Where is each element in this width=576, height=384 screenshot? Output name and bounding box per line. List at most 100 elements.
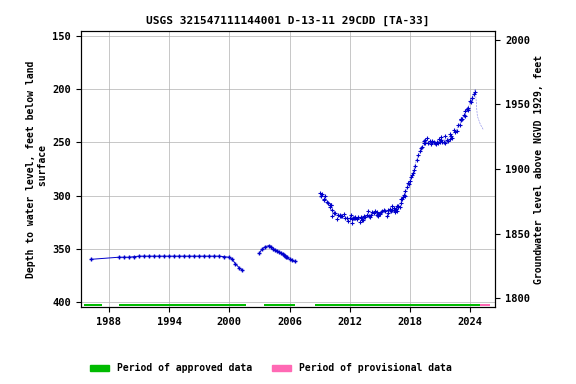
Point [423, 140, 433, 146]
Point [342, 215, 351, 221]
Point [389, 205, 399, 211]
Point [325, 202, 335, 208]
Point [431, 140, 440, 146]
Point [327, 207, 336, 213]
Point [402, 184, 411, 190]
Point [345, 215, 354, 221]
Point [432, 141, 441, 147]
Point [393, 204, 403, 210]
Point [384, 207, 393, 213]
Point [368, 209, 377, 215]
Point [404, 180, 413, 186]
Point [440, 140, 449, 146]
Point [460, 113, 469, 119]
Point [471, 89, 480, 95]
Point [408, 172, 417, 178]
Point [389, 207, 399, 213]
Y-axis label: Depth to water level, feet below land
 surface: Depth to water level, feet below land su… [26, 60, 48, 278]
Point [325, 204, 334, 210]
Point [365, 214, 374, 220]
Point [379, 207, 388, 213]
Point [422, 135, 431, 141]
Point [375, 211, 384, 217]
Point [354, 214, 363, 220]
Point [425, 138, 434, 144]
Point [468, 95, 477, 101]
Point [393, 203, 402, 209]
Point [439, 139, 449, 145]
Point [419, 139, 429, 146]
Point [435, 139, 444, 145]
Point [449, 127, 458, 133]
Point [420, 140, 430, 146]
Point [351, 215, 360, 221]
Point [348, 220, 357, 226]
Point [459, 112, 468, 118]
Point [441, 133, 450, 139]
Point [464, 105, 473, 111]
Point [372, 209, 381, 215]
Point [349, 215, 358, 221]
Point [351, 214, 360, 220]
Point [326, 202, 335, 208]
Point [434, 140, 443, 146]
Point [452, 128, 461, 134]
Title: USGS 321547111144001 D-13-11 29CDD [TA-33]: USGS 321547111144001 D-13-11 29CDD [TA-3… [146, 16, 430, 26]
Point [352, 216, 361, 222]
Point [388, 207, 397, 214]
Point [392, 208, 401, 214]
Point [465, 98, 474, 104]
Point [391, 209, 400, 215]
Point [366, 212, 376, 218]
Point [336, 213, 346, 219]
Point [416, 145, 426, 151]
Point [435, 136, 444, 142]
Point [378, 209, 387, 215]
Point [419, 138, 429, 144]
Point [428, 138, 437, 144]
Point [392, 205, 401, 212]
Point [401, 192, 410, 199]
Point [357, 215, 366, 221]
Point [399, 194, 408, 200]
Point [382, 213, 391, 219]
Point [445, 136, 454, 142]
Point [321, 193, 330, 199]
Point [360, 214, 369, 220]
Point [369, 210, 378, 216]
Point [371, 209, 380, 215]
Point [458, 116, 467, 122]
Point [385, 205, 395, 212]
Point [395, 204, 404, 210]
Point [398, 196, 407, 202]
Point [319, 197, 328, 203]
Point [338, 213, 347, 219]
Bar [480, 304, 490, 306]
Point [329, 210, 339, 217]
Point [404, 181, 414, 187]
Point [388, 204, 397, 210]
Point [450, 129, 460, 135]
Point [357, 214, 366, 220]
Point [385, 207, 394, 213]
Bar [264, 304, 294, 306]
Point [408, 170, 418, 176]
Point [414, 152, 423, 158]
Point [334, 212, 343, 218]
Point [457, 116, 466, 122]
Point [467, 99, 476, 106]
Point [359, 213, 369, 219]
Point [328, 213, 337, 219]
Point [393, 203, 402, 209]
Point [316, 193, 325, 199]
Point [347, 216, 356, 222]
Point [462, 106, 471, 113]
Point [374, 211, 384, 217]
Point [327, 202, 336, 208]
Point [374, 211, 383, 217]
Point [426, 141, 435, 147]
Point [348, 215, 358, 221]
Point [407, 174, 416, 180]
Point [415, 148, 424, 154]
Point [399, 192, 408, 198]
